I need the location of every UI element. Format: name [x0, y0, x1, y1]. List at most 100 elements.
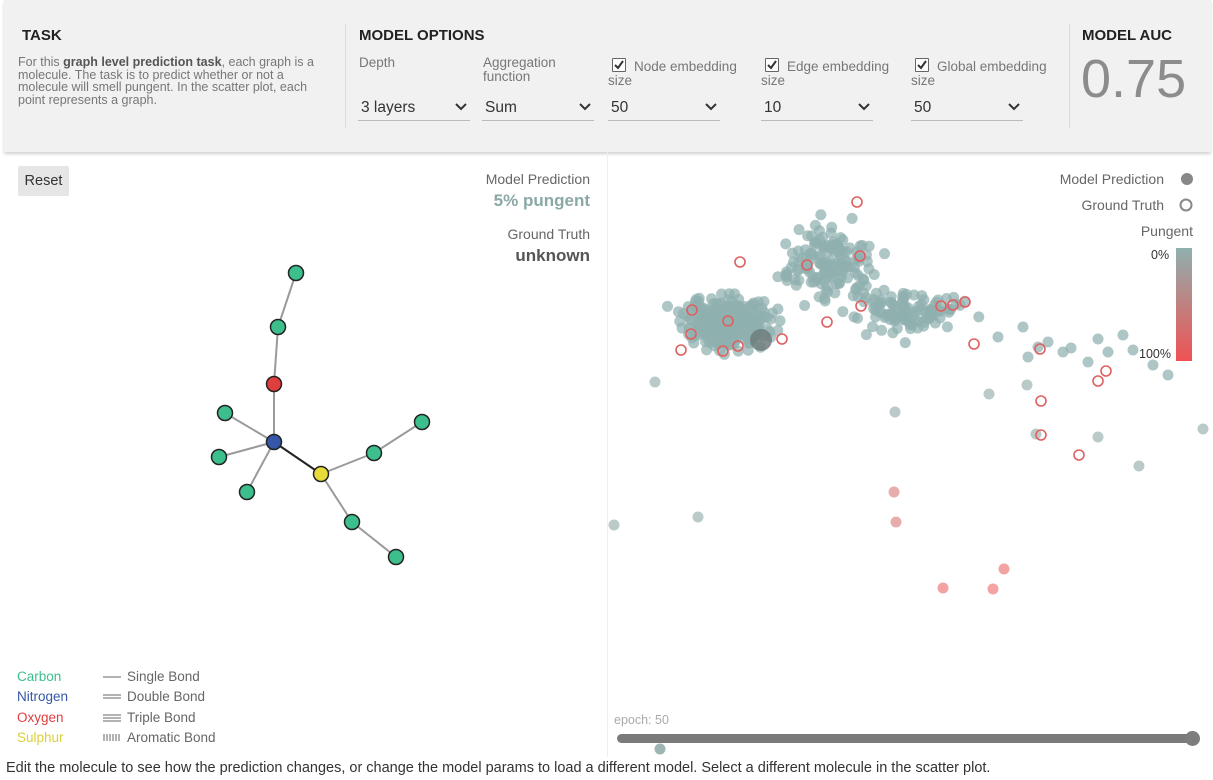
scatter-point[interactable] [745, 321, 757, 333]
scatter-point[interactable] [844, 261, 856, 273]
scatter-point[interactable] [700, 321, 712, 333]
scatter-point[interactable] [983, 388, 995, 400]
selected-molecule-point[interactable] [750, 329, 772, 351]
sulphur-atom[interactable] [312, 465, 330, 483]
scatter-point[interactable] [1032, 341, 1044, 353]
scatter-point[interactable] [837, 234, 849, 246]
node-embedding-checkbox[interactable] [612, 58, 626, 72]
scatter-point[interactable] [733, 293, 745, 305]
carbon-atom[interactable] [216, 404, 234, 422]
scatter-point[interactable] [811, 272, 823, 284]
scatter-point[interactable] [837, 306, 849, 318]
global-embedding-checkbox[interactable] [915, 58, 929, 72]
scatter-point[interactable] [899, 337, 911, 349]
scatter-point[interactable] [1092, 333, 1104, 345]
scatter-point[interactable] [690, 293, 702, 305]
carbon-atom[interactable] [210, 448, 228, 466]
scatter-point[interactable] [879, 248, 891, 260]
scatter-point[interactable] [1065, 342, 1077, 354]
scatter-point[interactable] [858, 274, 870, 286]
scatter-point[interactable] [734, 313, 746, 325]
scatter-point[interactable] [992, 331, 1004, 343]
molecule-graph[interactable] [0, 152, 607, 657]
scatter-point[interactable] [910, 315, 922, 327]
scatter-point[interactable] [706, 334, 718, 346]
reset-button[interactable]: Reset [18, 166, 69, 196]
scatter-point[interactable] [1133, 460, 1145, 472]
scatter-point[interactable] [814, 234, 826, 246]
scatter-point[interactable] [998, 563, 1010, 575]
global-embedding-select[interactable]: 50 [911, 96, 1023, 121]
scatter-point[interactable] [873, 298, 885, 310]
scatter-point[interactable] [941, 292, 953, 304]
scatter-point[interactable] [827, 241, 839, 253]
scatter-point[interactable] [714, 345, 726, 357]
scatter-point[interactable] [878, 284, 890, 296]
scatter-point[interactable] [793, 224, 805, 236]
scatter-point[interactable] [1042, 336, 1054, 348]
scatter-point[interactable] [885, 296, 897, 308]
scatter-point[interactable] [780, 238, 792, 250]
scatter-point[interactable] [716, 288, 728, 300]
scatter-point[interactable] [868, 268, 880, 280]
scatter-point[interactable] [858, 287, 870, 299]
scatter-point[interactable] [692, 511, 704, 523]
scatter-point[interactable] [888, 315, 900, 327]
scatter-point[interactable] [899, 313, 911, 325]
scatter-point[interactable] [700, 310, 712, 322]
scatter-point[interactable] [772, 325, 784, 337]
edge-embedding-checkbox[interactable] [765, 58, 779, 72]
single-bond[interactable] [218, 441, 275, 458]
scatter-point[interactable] [1082, 356, 1094, 368]
scatter-point[interactable] [822, 281, 834, 293]
carbon-atom[interactable] [269, 318, 287, 336]
scatter-point[interactable] [836, 267, 848, 279]
scatter-point[interactable] [815, 209, 827, 221]
scatter-point[interactable] [1017, 321, 1029, 333]
scatter-point[interactable] [722, 300, 734, 312]
scatter-point[interactable] [781, 268, 793, 280]
aggregation-select[interactable]: Sum [482, 96, 594, 121]
scatter-point[interactable] [1022, 351, 1034, 363]
carbon-atom[interactable] [387, 548, 405, 566]
scatter-point[interactable] [661, 300, 673, 312]
scatter-point[interactable] [889, 406, 901, 418]
scatter-point[interactable] [825, 227, 837, 239]
scatter-point[interactable] [987, 583, 999, 595]
embedding-scatter-plot[interactable] [608, 152, 1213, 760]
scatter-point[interactable] [920, 307, 932, 319]
scatter-point[interactable] [792, 245, 804, 257]
single-bond[interactable] [273, 441, 322, 475]
carbon-atom[interactable] [343, 513, 361, 531]
scatter-point[interactable] [814, 249, 826, 261]
scatter-point[interactable] [683, 322, 695, 334]
scatter-point[interactable] [772, 303, 784, 315]
single-bond[interactable] [224, 412, 275, 443]
scatter-point[interactable] [837, 247, 849, 259]
scatter-point[interactable] [816, 258, 828, 270]
edge-embedding-select[interactable]: 10 [761, 96, 873, 121]
single-bond[interactable] [320, 473, 353, 523]
scatter-point[interactable] [1092, 431, 1104, 443]
node-embedding-select[interactable]: 50 [608, 96, 720, 121]
scatter-point[interactable] [937, 582, 949, 594]
scatter-point[interactable] [941, 321, 953, 333]
scatter-point[interactable] [973, 311, 985, 323]
scatter-point[interactable] [854, 240, 866, 252]
epoch-slider-track[interactable] [617, 734, 1195, 743]
carbon-atom[interactable] [365, 444, 383, 462]
scatter-point[interactable] [1102, 346, 1114, 358]
scatter-point[interactable] [950, 298, 962, 310]
scatter-point[interactable] [733, 322, 745, 334]
scatter-point[interactable] [867, 321, 879, 333]
scatter-point[interactable] [930, 296, 942, 308]
scatter-point[interactable] [719, 334, 731, 346]
scatter-point[interactable] [745, 300, 757, 312]
scatter-point[interactable] [1197, 423, 1209, 435]
scatter-point[interactable] [686, 314, 698, 326]
scatter-point[interactable] [1127, 344, 1139, 356]
scatter-point[interactable] [686, 332, 698, 344]
oxygen-atom[interactable] [265, 375, 283, 393]
scatter-point[interactable] [906, 306, 918, 318]
scatter-point[interactable] [608, 519, 620, 531]
